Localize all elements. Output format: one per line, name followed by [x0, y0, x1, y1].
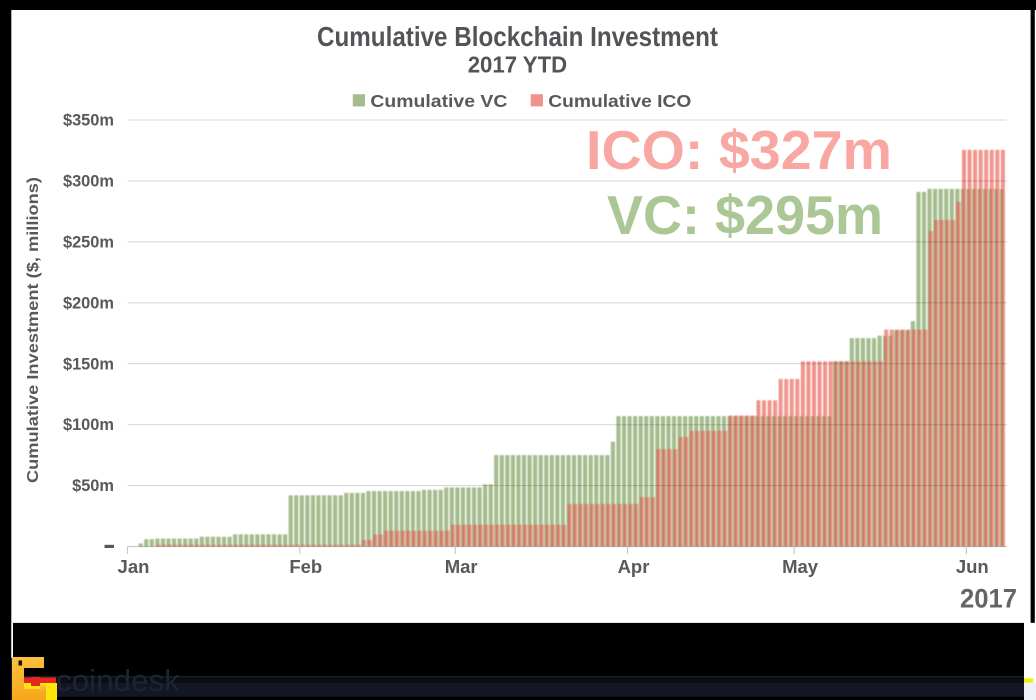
- svg-text:Cumulative ICO: Cumulative ICO: [548, 91, 691, 111]
- svg-text:2017 YTD: 2017 YTD: [468, 52, 568, 78]
- svg-text:May: May: [782, 556, 819, 577]
- svg-text:$300m: $300m: [63, 173, 114, 191]
- svg-text:Cumulative Blockchain Investme: Cumulative Blockchain Investment: [317, 21, 718, 52]
- svg-text:$350m: $350m: [63, 112, 114, 130]
- svg-text:Cumulative Investment ($, mill: Cumulative Investment ($, millions): [25, 177, 42, 483]
- svg-text:$50m: $50m: [72, 477, 114, 495]
- svg-text:Feb: Feb: [289, 556, 322, 577]
- svg-text:$150m: $150m: [63, 355, 114, 373]
- svg-text:2017: 2017: [960, 584, 1017, 614]
- svg-text:ICO: $327m: ICO: $327m: [586, 119, 892, 181]
- svg-text:Apr: Apr: [618, 556, 650, 577]
- svg-text:$200m: $200m: [63, 294, 114, 312]
- svg-text:Jun: Jun: [956, 556, 989, 577]
- svg-text:$250m: $250m: [63, 233, 114, 251]
- svg-text:$100m: $100m: [63, 416, 114, 434]
- svg-text:VC: $295m: VC: $295m: [607, 184, 883, 246]
- svg-text:Cumulative VC: Cumulative VC: [370, 91, 507, 111]
- svg-text:coindesk: coindesk: [56, 663, 180, 698]
- svg-text:Jan: Jan: [118, 556, 150, 577]
- svg-text:Mar: Mar: [445, 556, 478, 577]
